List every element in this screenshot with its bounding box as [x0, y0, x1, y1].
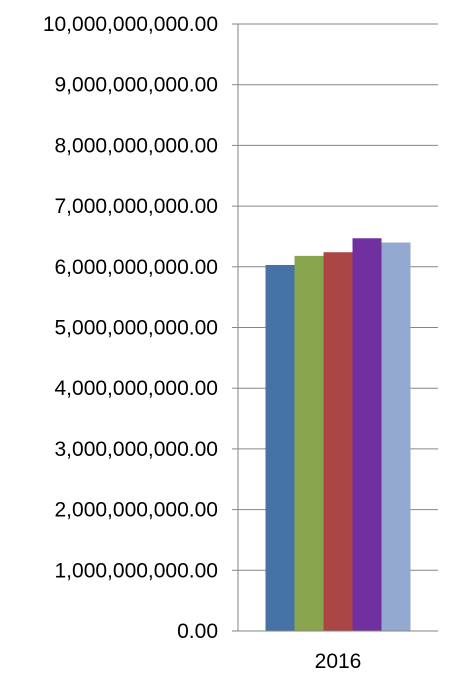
bar [381, 242, 411, 631]
bars [265, 238, 411, 631]
y-tick-label: 5,000,000,000.00 [55, 317, 219, 340]
bar [352, 238, 382, 631]
y-tick-label: 8,000,000,000.00 [55, 134, 219, 157]
y-tick-label: 10,000,000,000.00 [43, 13, 218, 36]
bar [323, 252, 353, 631]
axes [232, 23, 438, 632]
bar [265, 264, 295, 631]
y-tick-label: 4,000,000,000.00 [55, 377, 219, 400]
y-tick-label: 6,000,000,000.00 [55, 256, 219, 279]
y-tick-label: 1,000,000,000.00 [55, 559, 219, 582]
x-tick-label: 2016 [315, 650, 362, 673]
x-tick-labels: 2016 [315, 650, 362, 673]
y-tick-label: 2,000,000,000.00 [55, 499, 219, 522]
y-tick-label: 9,000,000,000.00 [55, 74, 219, 97]
y-tick-label: 3,000,000,000.00 [55, 438, 219, 461]
y-tick-label: 7,000,000,000.00 [55, 195, 219, 218]
y-tick-label: 0.00 [177, 620, 218, 643]
bar [294, 255, 324, 631]
y-tick-labels: 0.00 1,000,000,000.00 2,000,000,000.00 3,00… [43, 13, 218, 643]
